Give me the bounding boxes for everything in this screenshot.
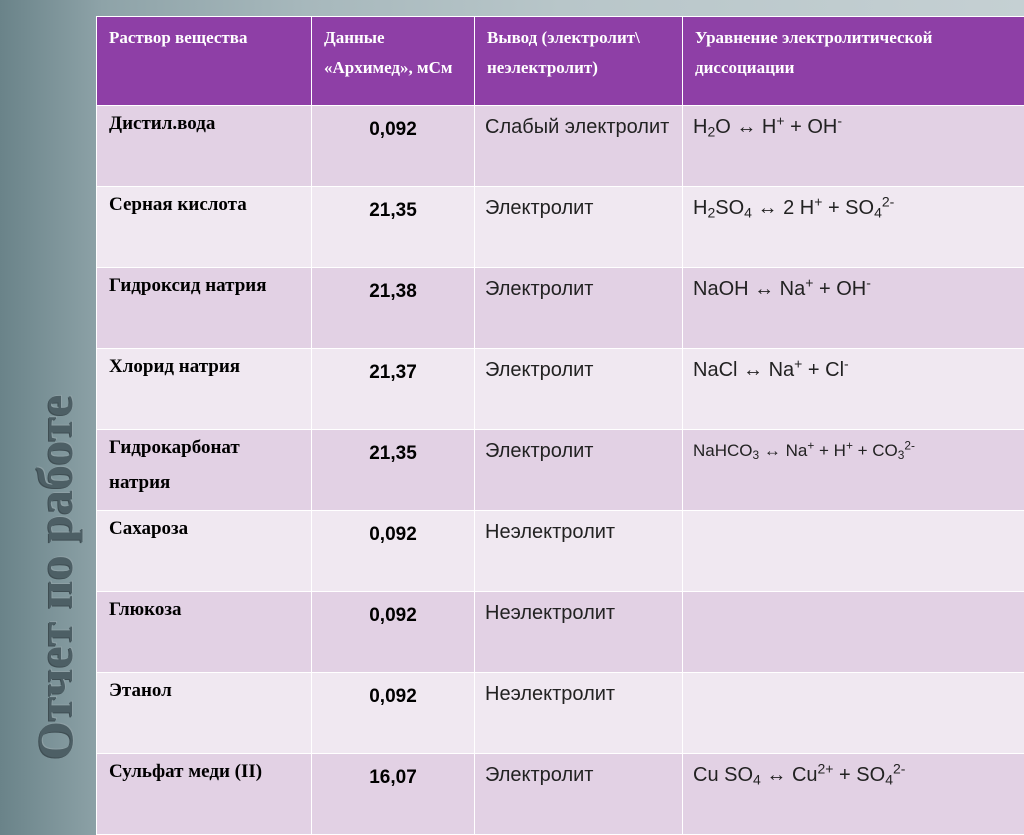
equation-part: 4 — [874, 205, 882, 221]
conclusion-cell: Неэлектролит — [475, 592, 683, 673]
equation-part: + OH — [813, 278, 866, 300]
conductivity-cell: 21,38 — [312, 268, 475, 349]
conclusion-cell: Электролит — [475, 349, 683, 430]
substance-cell: Сахароза — [97, 511, 312, 592]
conductivity-cell: 0,092 — [312, 106, 475, 187]
equation-part: + — [846, 438, 853, 452]
conclusion-cell: Неэлектролит — [475, 673, 683, 754]
conductivity-cell: 0,092 — [312, 673, 475, 754]
conclusion-cell: Неэлектролит — [475, 511, 683, 592]
conductivity-cell: 0,092 — [312, 511, 475, 592]
equation-cell: Cu SO4 ↔ Cu2+ + SO42- — [683, 754, 1024, 835]
substance-cell: Серная кислота — [97, 187, 312, 268]
equation-part: 2- — [882, 193, 894, 209]
equation-part: + SO — [822, 197, 874, 219]
header-conclusion: Вывод (электролит\ неэлектролит) — [475, 17, 683, 106]
equation-part: H — [693, 197, 707, 219]
equation-part: 4 — [885, 772, 893, 788]
equation-part: NaOH ↔ Na — [693, 278, 805, 300]
equation-part: ↔ Na — [759, 441, 807, 460]
substance-cell: Хлорид натрия — [97, 349, 312, 430]
equation-part: 2- — [904, 438, 915, 452]
equation-part: - — [866, 274, 871, 290]
header-equation: Уравнение электролитической диссоциации — [683, 17, 1024, 106]
slide-title: Отчет по работе — [10, 300, 100, 760]
equation-part: + SO — [833, 764, 885, 786]
equation-part: 2+ — [818, 760, 834, 776]
substance-cell: Глюкоза — [97, 592, 312, 673]
equation-part: NaCl ↔ Na — [693, 359, 794, 381]
substance-cell: Гидроксид натрия — [97, 268, 312, 349]
conductivity-cell: 21,37 — [312, 349, 475, 430]
equation-part: + OH — [785, 116, 838, 138]
equation-cell: NaOH ↔ Na+ + OH- — [683, 268, 1024, 349]
equation-part: + H — [814, 441, 846, 460]
substance-cell: Дистил.вода — [97, 106, 312, 187]
equation-part: + — [776, 112, 784, 128]
equation-part: - — [844, 355, 849, 371]
substance-cell: Гидрокарбонат натрия — [97, 430, 312, 511]
header-data: Данные «Архимед», мСм — [312, 17, 475, 106]
equation-part: O ↔ H — [715, 116, 776, 138]
conductivity-cell: 21,35 — [312, 187, 475, 268]
conductivity-cell: 0,092 — [312, 592, 475, 673]
equation-part: 2- — [893, 760, 905, 776]
equation-part: ↔ Cu — [761, 764, 818, 786]
equation-cell: H2SO4 ↔ 2 H+ + SO42- — [683, 187, 1024, 268]
equation-cell — [683, 592, 1024, 673]
conclusion-cell: Электролит — [475, 268, 683, 349]
substance-cell: Этанол — [97, 673, 312, 754]
equation-cell: H2O ↔ H+ + OH- — [683, 106, 1024, 187]
conductivity-cell: 21,35 — [312, 430, 475, 511]
equation-part: 4 — [753, 772, 761, 788]
conductivity-cell: 16,07 — [312, 754, 475, 835]
equation-part: - — [837, 112, 842, 128]
equation-cell: NaHCO3 ↔ Na+ + H+ + CO32- — [683, 430, 1024, 511]
table-header-row: Раствор вещества Данные «Архимед», мСм В… — [97, 17, 1024, 106]
equation-part: H — [693, 116, 707, 138]
equation-part: 4 — [744, 205, 752, 221]
equation-part: + CO — [853, 441, 898, 460]
equation-part: Cu SO — [693, 764, 753, 786]
equation-cell — [683, 511, 1024, 592]
conclusion-cell: Электролит — [475, 187, 683, 268]
conclusion-cell: Электролит — [475, 754, 683, 835]
substance-cell: Сульфат меди (II) — [97, 754, 312, 835]
equation-part: SO — [715, 197, 744, 219]
conclusion-cell: Слабый электролит — [475, 106, 683, 187]
header-substance: Раствор вещества — [97, 17, 312, 106]
equation-part: + Cl — [802, 359, 844, 381]
report-table: Раствор вещества Данные «Архимед», мСм В… — [96, 16, 1024, 835]
equation-part: ↔ 2 H — [752, 197, 814, 219]
equation-part: NaHCO — [693, 441, 753, 460]
equation-cell: NaCl ↔ Na+ + Cl- — [683, 349, 1024, 430]
conclusion-cell: Электролит — [475, 430, 683, 511]
equation-cell — [683, 673, 1024, 754]
